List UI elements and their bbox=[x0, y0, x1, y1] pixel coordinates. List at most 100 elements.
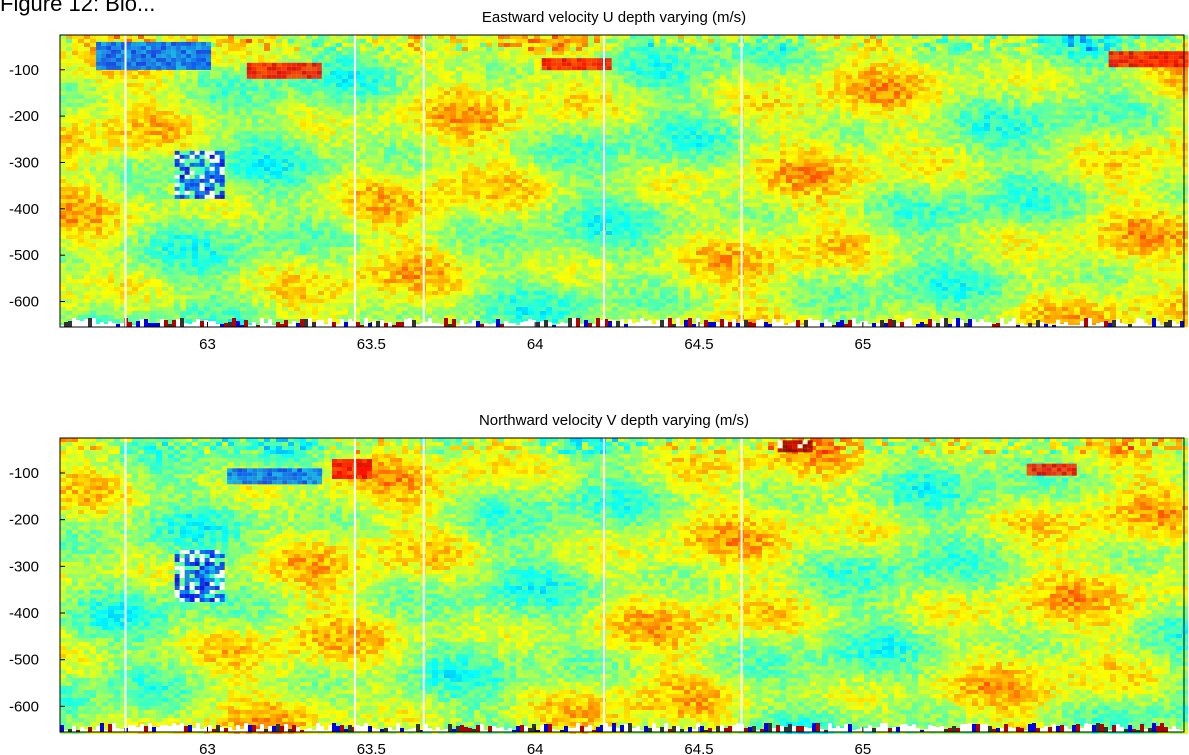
heatmap-cell bbox=[234, 103, 240, 107]
heatmap-cell bbox=[960, 63, 966, 67]
heatmap-cell bbox=[582, 103, 588, 107]
heatmap-cell bbox=[1074, 127, 1080, 131]
heatmap-cell bbox=[222, 135, 228, 139]
heatmap-cell bbox=[252, 55, 258, 59]
heatmap-cell bbox=[372, 91, 378, 95]
heatmap-cell bbox=[186, 87, 192, 91]
heatmap-cell bbox=[810, 119, 816, 123]
heatmap-cell bbox=[714, 47, 720, 51]
heatmap-cell bbox=[1038, 67, 1044, 71]
heatmap-cell bbox=[174, 95, 180, 99]
heatmap-cell bbox=[66, 71, 72, 75]
heatmap-cell bbox=[1008, 103, 1014, 107]
heatmap-cell bbox=[762, 87, 768, 91]
heatmap-cell bbox=[306, 127, 312, 131]
heatmap-cell bbox=[786, 51, 792, 55]
heatmap-cell bbox=[336, 107, 342, 111]
heatmap-cell bbox=[948, 123, 954, 127]
heatmap-cell bbox=[444, 99, 450, 103]
heatmap-cell bbox=[324, 123, 330, 127]
heatmap-cell bbox=[744, 63, 750, 67]
heatmap-cell bbox=[1038, 107, 1044, 111]
heatmap-cell bbox=[486, 127, 492, 131]
heatmap-cell bbox=[282, 43, 288, 47]
heatmap-cell bbox=[690, 71, 696, 75]
heatmap-cell bbox=[894, 63, 900, 67]
heatmap-cell bbox=[210, 139, 216, 143]
heatmap-cell bbox=[342, 43, 348, 47]
heatmap-cell bbox=[222, 119, 228, 123]
heatmap-cell bbox=[642, 87, 648, 91]
heatmap-cell bbox=[1032, 79, 1038, 83]
heatmap-cell bbox=[174, 99, 180, 103]
heatmap-cell bbox=[624, 43, 630, 47]
heatmap-cell bbox=[1026, 107, 1032, 111]
heatmap-cell bbox=[936, 55, 942, 59]
heatmap-cell bbox=[1110, 47, 1116, 51]
heatmap-cell bbox=[768, 111, 774, 115]
heatmap-cell bbox=[372, 111, 378, 115]
heatmap-cell bbox=[426, 135, 432, 139]
heatmap-cell bbox=[654, 75, 660, 79]
heatmap-cell bbox=[948, 43, 954, 47]
heatmap-cell bbox=[1068, 131, 1074, 135]
heatmap-cell bbox=[378, 63, 384, 67]
heatmap-cell bbox=[264, 51, 270, 55]
heatmap-cell bbox=[726, 47, 732, 51]
heatmap-cell bbox=[756, 95, 762, 99]
heatmap-cell bbox=[696, 71, 702, 75]
heatmap-cell bbox=[612, 131, 618, 135]
heatmap-cell bbox=[90, 71, 96, 75]
heatmap-cell bbox=[936, 99, 942, 103]
heatmap-cell bbox=[390, 135, 396, 139]
heatmap-cell bbox=[744, 95, 750, 99]
heatmap-cell bbox=[144, 127, 150, 131]
heatmap-cell bbox=[996, 83, 1002, 87]
heatmap-cell bbox=[1050, 107, 1056, 111]
heatmap-cell bbox=[1134, 103, 1140, 107]
heatmap-cell bbox=[396, 119, 402, 123]
heatmap-cell bbox=[966, 79, 972, 83]
heatmap-cell bbox=[288, 51, 294, 55]
heatmap-cell bbox=[1038, 59, 1044, 63]
heatmap-cell bbox=[942, 123, 948, 127]
heatmap-cell bbox=[624, 139, 630, 143]
heatmap-cell bbox=[294, 111, 300, 115]
heatmap-cell bbox=[1056, 55, 1062, 59]
heatmap-cell bbox=[156, 71, 162, 75]
heatmap-cell bbox=[390, 119, 396, 123]
heatmap-cell bbox=[834, 35, 840, 39]
heatmap-cell bbox=[582, 91, 588, 95]
heatmap-cell bbox=[786, 99, 792, 103]
heatmap-cell bbox=[900, 83, 906, 87]
heatmap-cell bbox=[426, 51, 432, 55]
heatmap-cell bbox=[1014, 87, 1020, 91]
heatmap-cell bbox=[696, 83, 702, 87]
heatmap-cell bbox=[1176, 115, 1182, 119]
heatmap-cell bbox=[204, 99, 210, 103]
heatmap-cell bbox=[1104, 79, 1110, 83]
heatmap-cell bbox=[558, 115, 564, 119]
heatmap-cell bbox=[780, 71, 786, 75]
heatmap-cell bbox=[1038, 71, 1044, 75]
heatmap-cell bbox=[930, 131, 936, 135]
heatmap-cell bbox=[756, 99, 762, 103]
heatmap-cell bbox=[522, 47, 528, 51]
heatmap-cell bbox=[684, 67, 690, 71]
heatmap-cell bbox=[450, 59, 456, 63]
heatmap-cell bbox=[732, 123, 738, 127]
heatmap-cell bbox=[756, 91, 762, 95]
heatmap-cell bbox=[654, 39, 660, 43]
heatmap-cell bbox=[438, 35, 444, 39]
heatmap-cell bbox=[66, 51, 72, 55]
heatmap-cell bbox=[462, 79, 468, 83]
heatmap-cell bbox=[216, 103, 222, 107]
heatmap-cell bbox=[954, 95, 960, 99]
heatmap-cell bbox=[792, 111, 798, 115]
heatmap-cell bbox=[396, 35, 402, 39]
heatmap-cell bbox=[1122, 91, 1128, 95]
heatmap-cell bbox=[372, 59, 378, 63]
heatmap-cell bbox=[606, 43, 612, 47]
heatmap-cell bbox=[1098, 75, 1104, 79]
heatmap-cell bbox=[162, 107, 168, 111]
